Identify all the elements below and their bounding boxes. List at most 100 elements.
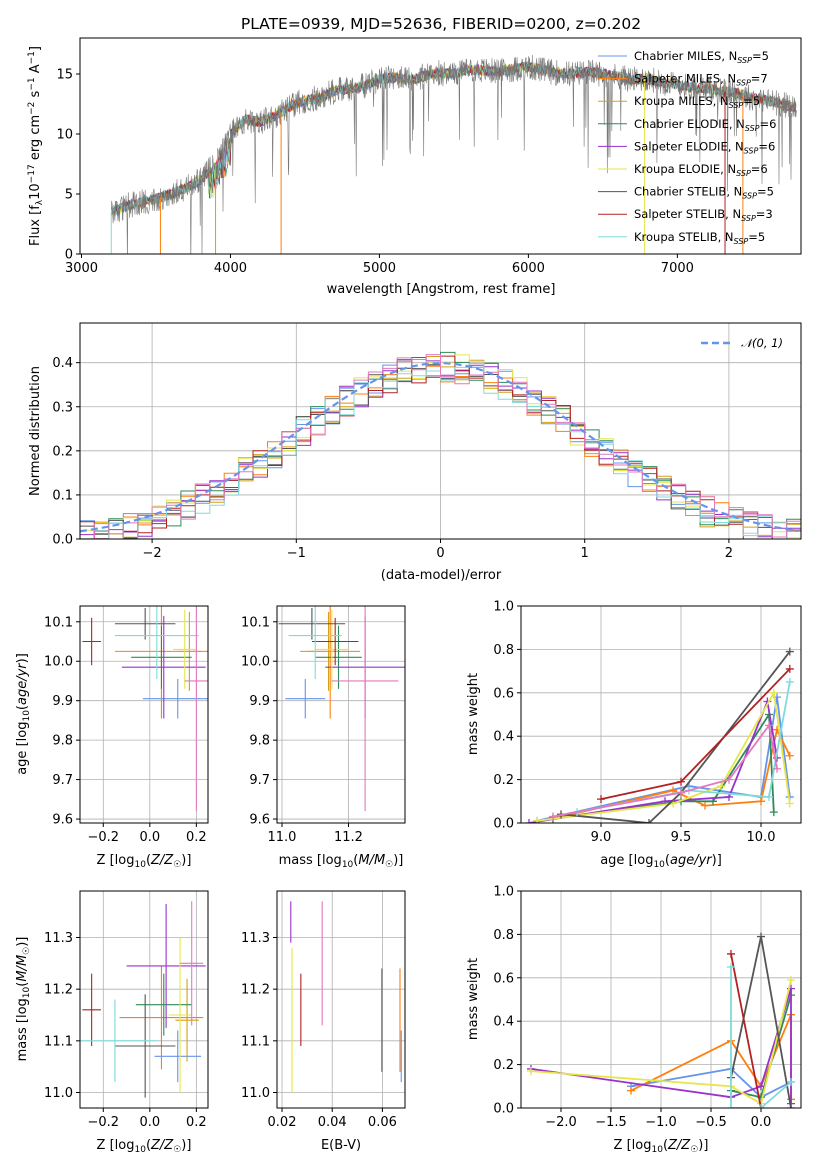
y-tick-label: 11.3 (44, 931, 73, 946)
x-tick-label: −2 (143, 546, 162, 561)
x-tick-label: −0.2 (87, 1115, 119, 1130)
x-tick-label: 9.0 (591, 830, 612, 845)
y-tick-label: 0.4 (493, 730, 514, 745)
weight-marker (787, 1077, 795, 1086)
gaussian-legend-label: 𝒩(0, 1) (741, 336, 783, 350)
weight-vs-age-ylabel: mass weight (466, 673, 481, 755)
weight-marker (773, 764, 781, 773)
y-tick-label: 9.8 (249, 734, 270, 749)
x-tick-label: 0.02 (268, 1115, 297, 1130)
x-tick-label: −2.0 (545, 1115, 577, 1130)
mass-vs-z-panel: −0.2 0.0 0.2 11.0 11.1 11.2 11.3 (44, 891, 208, 1130)
weight-marker (785, 664, 794, 673)
weight-marker (785, 799, 794, 808)
weight-marker (757, 1104, 765, 1108)
residual-histogram (80, 354, 801, 539)
y-tick-label: 0.8 (493, 643, 514, 658)
weight-marker (677, 788, 685, 797)
y-tick-label: 0.6 (493, 686, 514, 701)
x-tick-label: 0.0 (751, 1115, 772, 1130)
weight-marker (785, 647, 794, 656)
y-tick-label: 9.7 (52, 773, 73, 788)
spectrum-legend: Chabrier MILES, NSSP=5 Salpeter MILES, NS… (598, 49, 776, 246)
x-tick-label: 7000 (661, 261, 694, 276)
x-tick-label: 4000 (214, 261, 247, 276)
weight-line (560, 651, 791, 823)
legend-label: Salpeter STELIB, NSSP=3 (634, 207, 773, 223)
weight-line (552, 727, 791, 820)
plot-area (525, 647, 794, 823)
y-tick-label: 15 (56, 68, 73, 83)
age-vs-z-panel: −0.2 0.0 0.2 9.6 9.7 9.8 9.9 10.0 10.1 (44, 606, 208, 845)
weight-marker (727, 962, 735, 971)
y-tick-label: 1.0 (493, 600, 514, 615)
weight-marker (727, 949, 735, 958)
weight-marker (757, 797, 765, 806)
y-tick-label: 11.3 (241, 931, 270, 946)
legend-label: Kroupa STELIB, NSSP=5 (634, 230, 765, 246)
x-tick-label: 0.0 (139, 1115, 160, 1130)
y-tick-label: 0.0 (493, 817, 514, 832)
y-tick-label: 10.0 (241, 655, 270, 670)
legend-label: Salpeter ELODIE, NSSP=6 (634, 139, 775, 155)
weight-line (630, 1067, 792, 1099)
weight-vs-age-panel: 9.0 9.5 10.0 0.0 0.2 0.4 0.6 0.8 1.0 (493, 600, 801, 845)
legend-label: Chabrier STELIB, NSSP=5 (634, 185, 774, 201)
age-vs-z-xlabel: Z [log10(Z/Z☉)] (97, 853, 192, 870)
spectrum-panel: 3000 4000 5000 6000 7000 0 5 10 15 (56, 54, 797, 276)
weight-marker (525, 819, 533, 823)
y-tick-label: 0 (65, 248, 73, 263)
plot-area (278, 606, 405, 812)
y-tick-label: 10 (56, 128, 73, 143)
weight-marker (727, 1104, 735, 1108)
weight-marker (765, 792, 773, 801)
y-tick-label: 0.4 (52, 356, 73, 371)
y-tick-label: 9.7 (249, 773, 270, 788)
weight-vs-z-panel: −2.0 −1.5 −1.0 −0.5 0.0 0.0 0.2 0.4 0.6 0.8 1.0 (493, 885, 801, 1130)
y-tick-label: 5 (65, 188, 73, 203)
y-tick-label: 11.0 (241, 1086, 270, 1101)
weight-marker (701, 801, 709, 810)
y-tick-label: 9.6 (249, 813, 270, 828)
age-vs-mass-panel: 11.0 11.2 9.6 9.7 9.8 9.9 10.0 10.1 (241, 606, 405, 845)
weight-marker (787, 1104, 795, 1108)
x-tick-label: 2 (725, 546, 733, 561)
x-tick-label: −0.5 (695, 1115, 727, 1130)
x-tick-label: 10.0 (747, 830, 776, 845)
weight-marker (645, 819, 653, 823)
weight-marker (533, 816, 541, 823)
y-tick-label: 0.2 (493, 773, 514, 788)
residual-panel: −2 −1 0 1 2 0.0 0.1 0.2 0.3 0.4 (52, 323, 801, 561)
plot-area (290, 901, 402, 1093)
mass-vs-z-xlabel: Z [log10(Z/Z☉)] (97, 1138, 192, 1155)
y-tick-label: 9.6 (52, 813, 73, 828)
weight-marker (757, 932, 765, 941)
x-tick-label: 0.2 (186, 830, 207, 845)
y-tick-label: 0.2 (52, 444, 73, 459)
plot-area (82, 606, 208, 812)
weight-marker (717, 782, 725, 791)
x-tick-label: 5000 (363, 261, 396, 276)
y-tick-label: 10.1 (44, 615, 73, 630)
x-tick-label: 3000 (65, 261, 98, 276)
weight-marker (769, 808, 778, 817)
age-vs-mass-xlabel: mass [log10(M/M☉)] (279, 853, 404, 870)
x-tick-label: 11.0 (268, 830, 297, 845)
x-tick-label: −1.0 (645, 1115, 677, 1130)
weight-marker (677, 777, 685, 786)
x-tick-label: −1.5 (595, 1115, 627, 1130)
x-tick-label: 1 (581, 546, 589, 561)
weight-vs-z-ylabel: mass weight (466, 958, 481, 1040)
residual-histogram (80, 355, 801, 539)
spectrum-title: PLATE=0939, MJD=52636, FIBERID=0200, z=0… (241, 15, 641, 33)
residual-xlabel: (data-model)/error (381, 568, 502, 583)
legend-label: Kroupa MILES, NSSP=5 (634, 94, 760, 110)
weight-marker (787, 975, 795, 984)
weight-line (730, 967, 792, 1108)
y-tick-label: 11.1 (44, 1034, 73, 1049)
weight-marker (597, 795, 605, 804)
legend-label: Salpeter MILES, NSSP=7 (634, 72, 768, 88)
gaussian-curve (80, 361, 799, 533)
y-tick-label: 0.0 (52, 533, 73, 548)
x-tick-label: −0.2 (87, 830, 119, 845)
